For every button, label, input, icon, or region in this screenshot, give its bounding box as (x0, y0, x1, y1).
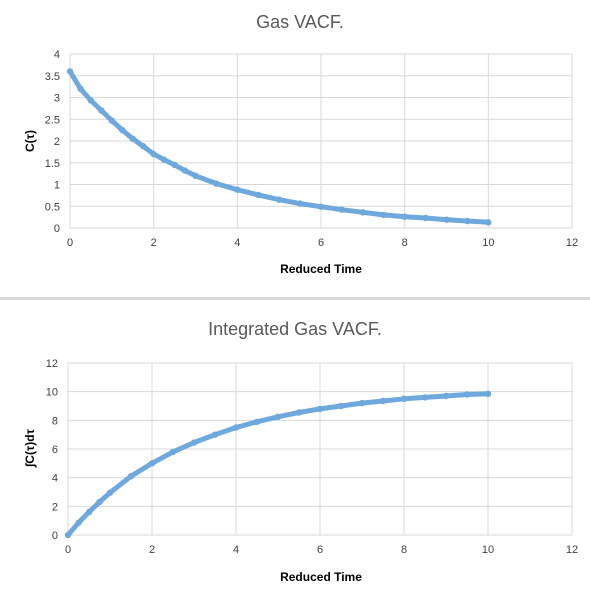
data-point (108, 117, 116, 124)
data-point (316, 405, 324, 413)
data-point (150, 150, 157, 158)
data-point (192, 172, 199, 179)
data-point (401, 213, 408, 220)
data-point (484, 390, 492, 397)
data-point (140, 143, 147, 150)
vacf-chart: Gas VACF. 0 0.5 1 1.5 2 2.5 3 3.5 4 0 2 4 6 8 10 12 Red… (0, 0, 590, 298)
x-tick-label: 4 (233, 544, 239, 556)
data-point (380, 211, 387, 219)
y-axis-title: ∫C(τ)dτ (23, 428, 37, 468)
data-point (169, 448, 177, 456)
x-tick-label: 8 (402, 237, 408, 249)
y-tick-label: 2 (52, 501, 58, 513)
data-point (160, 156, 168, 163)
data-point (127, 473, 135, 480)
x-tick-label: 2 (151, 237, 157, 249)
data-point (129, 135, 136, 142)
x-tick-label: 8 (401, 544, 407, 556)
data-point (171, 161, 178, 169)
data-point (234, 186, 241, 193)
y-tick-label: 0 (54, 223, 60, 235)
data-point (358, 399, 366, 407)
data-point (359, 209, 366, 216)
vacf-plot-area: 0 0.5 1 1.5 2 2.5 3 3.5 4 0 2 4 6 8 10 12 (45, 49, 578, 249)
y-tick-label: 0 (52, 530, 58, 542)
data-point (400, 395, 408, 402)
data-point (379, 397, 387, 405)
data-point (317, 203, 325, 210)
y-tick-label: 2 (54, 136, 60, 148)
integrated-vacf-plot-area: 0 2 4 6 8 10 12 0 2 4 6 8 10 12 (46, 358, 578, 556)
data-point (443, 216, 450, 223)
vacf-chart-svg: Gas VACF. 0 0.5 1 1.5 2 2.5 3 3.5 4 0 2 4 6 8 10 12 Red… (23, 12, 578, 276)
y-tick-label: 1 (54, 180, 60, 192)
data-point (463, 391, 471, 398)
data-point (190, 439, 198, 446)
x-tick-label: 10 (482, 544, 494, 556)
x-tick-label: 2 (149, 544, 155, 556)
x-tick-label: 12 (566, 544, 578, 556)
data-point (85, 508, 93, 516)
data-point (485, 219, 492, 226)
x-tick-label: 12 (566, 237, 578, 249)
data-point (148, 460, 156, 467)
x-axis-title: Reduced Time (280, 570, 362, 584)
chart-title: Gas VACF. (256, 12, 344, 32)
data-point (106, 489, 114, 496)
data-point (296, 200, 304, 207)
x-axis-title: Reduced Time (280, 262, 362, 276)
x-tick-label: 0 (65, 544, 71, 556)
data-point (276, 196, 283, 203)
data-point (338, 206, 346, 213)
y-tick-label: 3 (54, 93, 60, 105)
integrated-vacf-chart: Integrated Gas VACF. 0 2 4 6 8 10 12 0 2 4 6 8 10 12 … (0, 300, 590, 600)
x-tick-label: 10 (482, 237, 494, 249)
y-tick-label: 1.5 (45, 158, 60, 170)
data-point (442, 392, 450, 400)
y-tick-label: 12 (46, 358, 58, 370)
data-point (232, 424, 240, 431)
y-tick-label: 0.5 (45, 201, 60, 213)
data-point (64, 531, 72, 539)
x-tick-label: 6 (318, 237, 324, 249)
y-tick-label: 2.5 (45, 114, 60, 126)
y-axis-title: C(τ) (23, 130, 37, 152)
x-tick-label: 6 (317, 544, 323, 556)
data-point (181, 167, 189, 174)
data-point (75, 519, 82, 526)
y-tick-label: 4 (52, 473, 58, 485)
y-tick-label: 3.5 (45, 71, 60, 83)
data-point (421, 394, 429, 401)
chart-divider (0, 297, 590, 300)
data-point (119, 126, 126, 134)
data-point (213, 180, 220, 187)
y-tick-label: 4 (54, 49, 60, 61)
data-point (77, 85, 84, 93)
data-point (422, 214, 429, 222)
data-point (255, 191, 262, 199)
x-tick-label: 0 (67, 237, 73, 249)
chart-title: Integrated Gas VACF. (208, 319, 382, 339)
x-tick-label: 4 (234, 237, 240, 249)
data-point (464, 217, 471, 225)
data-point (87, 97, 95, 104)
data-point (96, 498, 103, 506)
data-point (274, 413, 282, 420)
data-point (253, 418, 261, 425)
data-point (66, 68, 74, 75)
data-point (98, 107, 105, 114)
data-point (211, 431, 219, 438)
y-tick-label: 8 (52, 415, 58, 427)
data-point (295, 409, 303, 416)
y-tick-label: 6 (52, 444, 58, 456)
y-tick-label: 10 (46, 387, 58, 399)
data-point (337, 402, 345, 410)
